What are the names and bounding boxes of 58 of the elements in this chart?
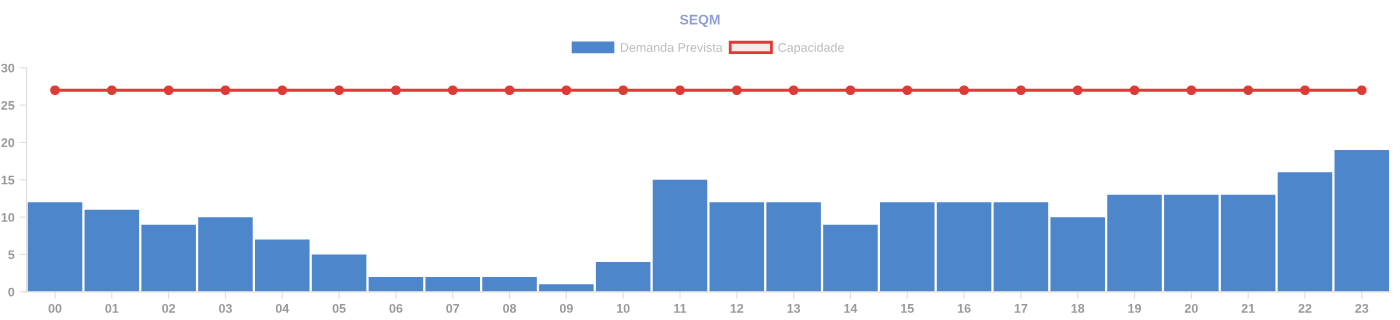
x-tick-label: 03 — [219, 303, 232, 313]
bar — [879, 202, 935, 292]
bar — [141, 224, 196, 292]
x-tick-label: 21 — [1241, 303, 1255, 313]
bar — [1050, 217, 1105, 292]
bar — [255, 239, 310, 292]
bar — [1277, 172, 1333, 292]
legend-label: Capacidade — [778, 42, 844, 55]
x-tick-label: 12 — [730, 303, 744, 313]
x-tick-label: 08 — [503, 303, 517, 313]
x-tick-label: 17 — [1014, 304, 1028, 313]
bar — [766, 202, 821, 292]
bar — [993, 202, 1049, 292]
bar — [652, 179, 708, 292]
bar — [539, 284, 594, 292]
x-tick-label: 18 — [1071, 303, 1085, 313]
bar — [368, 276, 424, 292]
x-tick-label: 01 — [105, 303, 119, 313]
bar — [1107, 194, 1162, 292]
y-tick-label: 30 — [1, 63, 15, 73]
bar — [1164, 194, 1219, 292]
bar — [595, 261, 651, 292]
x-tick-label: 20 — [1184, 303, 1198, 313]
x-tick-label: 02 — [162, 303, 176, 313]
bar — [709, 202, 765, 292]
x-tick-label: 05 — [332, 303, 346, 313]
bar — [823, 224, 878, 292]
x-tick-label: 11 — [674, 304, 687, 313]
y-tick-label: 0 — [8, 287, 15, 297]
legend-label: Demanda Prevista — [620, 42, 723, 52]
x-tick-label: 15 — [901, 304, 914, 313]
bar — [198, 217, 253, 292]
x-tick-label: 14 — [844, 304, 858, 313]
bar — [311, 254, 367, 292]
bar — [27, 202, 83, 292]
y-tick-label: 20 — [1, 138, 15, 148]
y-tick-label: 15 — [1, 175, 15, 185]
x-tick-label: 22 — [1298, 303, 1312, 313]
bar — [1220, 194, 1276, 292]
y-tick-label: 25 — [1, 100, 15, 110]
x-tick-label: 13 — [787, 303, 801, 313]
bar — [936, 202, 992, 292]
bar — [84, 209, 140, 292]
y-tick-label: 5 — [8, 250, 15, 260]
x-tick-label: 06 — [389, 303, 403, 313]
chart-title: SEQM — [679, 14, 720, 28]
x-tick-label: 19 — [1128, 303, 1142, 313]
x-tick-label: 23 — [1355, 303, 1369, 313]
bar — [425, 276, 480, 292]
x-tick-label: 07 — [446, 303, 460, 313]
x-tick-label: 00 — [48, 303, 62, 313]
x-tick-label: 04 — [275, 303, 290, 313]
y-tick-label: 10 — [1, 212, 15, 222]
bar — [1334, 149, 1390, 292]
x-tick-label: 10 — [617, 303, 630, 313]
bar — [482, 276, 537, 292]
x-tick-label: 09 — [559, 303, 573, 313]
x-tick-label: 16 — [957, 303, 971, 313]
